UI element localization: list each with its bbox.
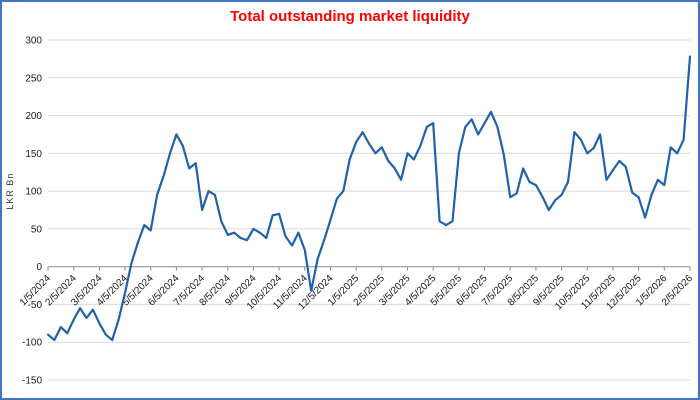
y-axis-tick-label: -150 [22,376,42,387]
y-axis-tick-label: 0 [36,262,42,273]
y-axis-title: LKR Bn [5,173,15,210]
y-axis-tick-label: 150 [25,149,42,160]
y-axis-tick-label: 250 [25,73,42,84]
y-axis-tick-label: 300 [25,36,42,47]
liquidity-series-line [46,55,692,342]
y-axis-tick-label: 100 [25,187,42,198]
y-axis-tick-label: 200 [25,111,42,122]
y-axis-tick-label: -50 [28,300,43,311]
y-axis-tick-label: 50 [31,224,43,235]
liquidity-line-chart: -150-100-500501001502002503001/5/20242/5… [5,36,695,387]
chart-title: Total outstanding market liquidity [230,8,470,25]
y-axis-tick-label: -100 [22,338,42,349]
